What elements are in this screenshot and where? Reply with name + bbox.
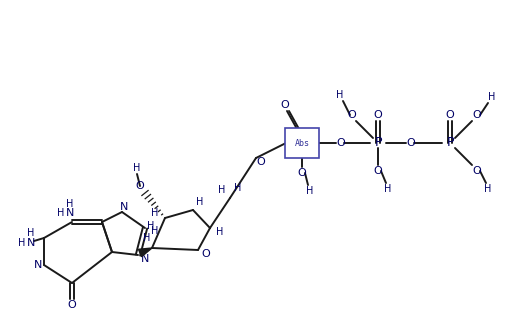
Text: O: O <box>257 157 265 167</box>
Text: H: H <box>384 184 392 194</box>
Text: O: O <box>472 110 481 120</box>
Text: O: O <box>337 138 346 148</box>
Text: H: H <box>306 186 314 196</box>
Text: H: H <box>488 92 496 102</box>
Text: H: H <box>216 227 224 237</box>
Text: O: O <box>374 110 383 120</box>
Text: H: H <box>151 208 159 218</box>
Text: Abs: Abs <box>294 138 310 147</box>
Text: H: H <box>57 208 65 218</box>
Text: H: H <box>151 226 159 236</box>
Text: O: O <box>348 110 357 120</box>
FancyBboxPatch shape <box>285 128 319 158</box>
Text: H: H <box>218 185 226 195</box>
Text: H: H <box>336 90 343 100</box>
Polygon shape <box>138 248 152 257</box>
Text: H: H <box>18 238 26 248</box>
Text: P: P <box>446 136 454 150</box>
Text: O: O <box>407 138 416 148</box>
Text: H: H <box>147 221 155 231</box>
Text: O: O <box>374 166 383 176</box>
Text: P: P <box>374 136 382 150</box>
Text: O: O <box>136 181 145 191</box>
Text: H: H <box>484 184 492 194</box>
Text: N: N <box>141 254 149 264</box>
Text: N: N <box>66 208 74 218</box>
Text: N: N <box>27 238 35 248</box>
Text: O: O <box>446 110 454 120</box>
Text: H: H <box>144 233 151 243</box>
Text: N: N <box>34 260 42 270</box>
Text: O: O <box>201 249 210 259</box>
Text: O: O <box>472 166 481 176</box>
Text: H: H <box>196 197 204 207</box>
Text: H: H <box>27 228 34 238</box>
Text: H: H <box>234 183 242 193</box>
Text: N: N <box>120 202 128 212</box>
Text: H: H <box>66 199 74 209</box>
Text: O: O <box>298 168 306 178</box>
Text: H: H <box>133 163 141 173</box>
Text: O: O <box>68 300 76 310</box>
Text: O: O <box>281 100 289 110</box>
